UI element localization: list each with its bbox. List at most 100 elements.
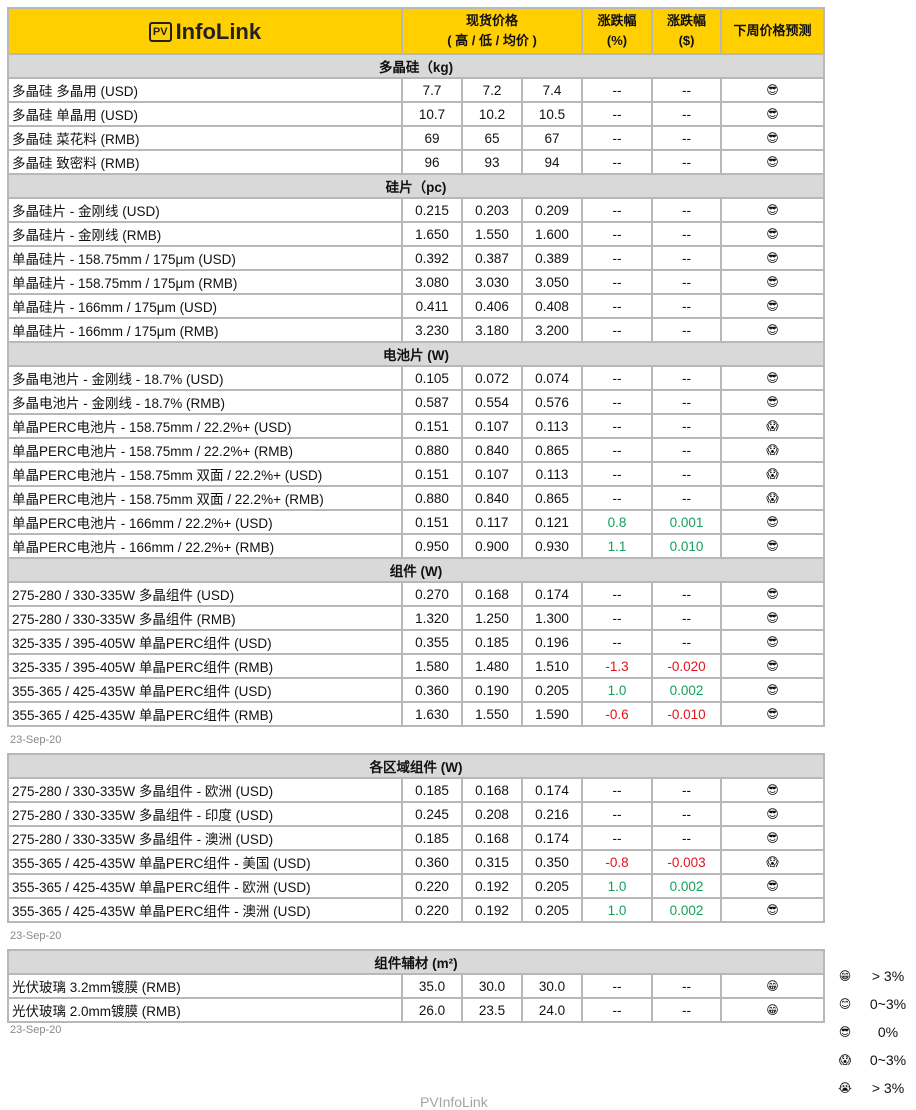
change-pct: -- bbox=[581, 197, 654, 223]
price-avg: 3.050 bbox=[520, 269, 584, 295]
table-row: 单晶硅片 - 166mm / 175μm (RMB) 3.230 3.180 3… bbox=[7, 317, 826, 343]
price-high: 0.411 bbox=[401, 293, 463, 319]
change-pct: -- bbox=[581, 245, 654, 271]
legend-item: 😁 > 3% bbox=[830, 962, 916, 990]
forecast-emoji-icon: 😎 bbox=[720, 605, 826, 631]
price-low: 65 bbox=[461, 125, 523, 151]
price-high: 0.880 bbox=[401, 437, 463, 463]
price-low: 7.2 bbox=[461, 77, 523, 103]
legend-emoji-icon: 😁 bbox=[838, 969, 852, 983]
product-name: 单晶硅片 - 158.75mm / 175μm (RMB) bbox=[7, 269, 403, 295]
price-high: 0.270 bbox=[401, 581, 463, 607]
forecast-emoji-icon: 😎 bbox=[719, 825, 826, 851]
price-low: 0.315 bbox=[461, 849, 523, 875]
change-usd: -- bbox=[651, 997, 722, 1023]
table-row: 275-280 / 330-335W 多晶组件 (USD) 0.270 0.16… bbox=[7, 581, 826, 607]
price-high: 7.7 bbox=[401, 77, 463, 103]
change-pct: -- bbox=[581, 997, 653, 1023]
forecast-emoji-icon: 😎 bbox=[719, 777, 826, 803]
forecast-emoji-icon: 😎 bbox=[720, 629, 826, 655]
table-row: 275-280 / 330-335W 多晶组件 - 欧洲 (USD) 0.185… bbox=[7, 777, 826, 803]
price-avg: 0.174 bbox=[520, 581, 584, 607]
price-high: 96 bbox=[401, 149, 463, 175]
price-avg: 0.174 bbox=[521, 777, 583, 803]
forecast-emoji-icon: 😎 bbox=[720, 653, 826, 679]
product-name: 单晶PERC电池片 - 166mm / 22.2%+ (USD) bbox=[7, 509, 403, 535]
table-row: 单晶PERC电池片 - 158.75mm / 22.2%+ (RMB) 0.88… bbox=[7, 437, 826, 463]
price-avg: 1.510 bbox=[520, 653, 584, 679]
price-low: 0.406 bbox=[461, 293, 523, 319]
table-row: 275-280 / 330-335W 多晶组件 - 印度 (USD) 0.245… bbox=[7, 801, 826, 827]
price-high: 35.0 bbox=[401, 973, 463, 999]
forecast-emoji-icon: 😎 bbox=[720, 293, 826, 319]
legend-label: 0~3% bbox=[869, 1052, 907, 1068]
section-title: 组件辅材 (m²) bbox=[6, 949, 826, 975]
price-low: 0.072 bbox=[461, 365, 523, 391]
price-low: 0.168 bbox=[461, 777, 523, 803]
change-usd: -- bbox=[651, 101, 723, 127]
price-low: 3.030 bbox=[461, 269, 523, 295]
table-row: 多晶硅片 - 金刚线 (RMB) 1.650 1.550 1.600 -- --… bbox=[7, 221, 826, 247]
price-avg: 0.865 bbox=[520, 485, 584, 511]
change-pct: 1.0 bbox=[581, 873, 653, 899]
change-usd: -- bbox=[651, 973, 722, 999]
table-row: 单晶PERC电池片 - 158.75mm 双面 / 22.2%+ (USD) 0… bbox=[7, 461, 826, 487]
price-avg: 1.300 bbox=[520, 605, 584, 631]
forecast-emoji-icon: 😎 bbox=[720, 317, 826, 343]
table-row: 光伏玻璃 3.2mm镀膜 (RMB) 35.0 30.0 30.0 -- -- … bbox=[7, 973, 826, 999]
product-name: 325-335 / 395-405W 单晶PERC组件 (USD) bbox=[7, 629, 403, 655]
price-high: 0.587 bbox=[401, 389, 463, 415]
legend-emoji-icon: 😭 bbox=[837, 1081, 853, 1095]
table-row: 多晶硅 致密料 (RMB) 96 93 94 -- -- 😎 bbox=[7, 149, 826, 175]
legend-item: 😭 > 3% bbox=[830, 1074, 916, 1102]
change-pct: -0.8 bbox=[581, 849, 653, 875]
price-high: 3.230 bbox=[401, 317, 463, 343]
change-pct: -- bbox=[581, 777, 653, 803]
product-name: 单晶PERC电池片 - 166mm / 22.2%+ (RMB) bbox=[7, 533, 403, 559]
table-row: 多晶电池片 - 金刚线 - 18.7% (USD) 0.105 0.072 0.… bbox=[7, 365, 826, 391]
forecast-emoji-icon: 😎 bbox=[719, 897, 826, 923]
forecast-emoji-icon: 😎 bbox=[719, 801, 826, 827]
product-name: 325-335 / 395-405W 单晶PERC组件 (RMB) bbox=[7, 653, 403, 679]
price-avg: 0.205 bbox=[521, 873, 583, 899]
price-avg: 7.4 bbox=[520, 77, 584, 103]
table-row: 多晶硅 单晶用 (USD) 10.7 10.2 10.5 -- -- 😎 bbox=[7, 101, 826, 127]
price-low: 0.192 bbox=[461, 873, 523, 899]
price-avg: 0.205 bbox=[520, 677, 584, 703]
price-avg: 1.600 bbox=[520, 221, 584, 247]
watermark: PVInfoLink bbox=[420, 1094, 488, 1110]
price-high: 1.650 bbox=[401, 221, 463, 247]
product-name: 355-365 / 425-435W 单晶PERC组件 - 欧洲 (USD) bbox=[7, 873, 403, 899]
table-row: 355-365 / 425-435W 单晶PERC组件 (USD) 0.360 … bbox=[7, 677, 826, 703]
change-usd: -- bbox=[651, 77, 723, 103]
legend-label: 0% bbox=[877, 1024, 899, 1040]
section-row: 电池片 (W) bbox=[6, 341, 826, 367]
price-avg: 0.074 bbox=[520, 365, 584, 391]
product-name: 单晶PERC电池片 - 158.75mm / 22.2%+ (RMB) bbox=[7, 437, 403, 463]
change-pct: -- bbox=[581, 581, 654, 607]
change-pct: 1.0 bbox=[581, 677, 654, 703]
price-low: 1.550 bbox=[461, 701, 523, 727]
table-row: 355-365 / 425-435W 单晶PERC组件 - 澳洲 (USD) 0… bbox=[7, 897, 826, 923]
product-name: 355-365 / 425-435W 单晶PERC组件 - 美国 (USD) bbox=[7, 849, 403, 875]
change-pct: -- bbox=[581, 605, 654, 631]
change-pct: -- bbox=[581, 413, 654, 439]
change-usd: -0.010 bbox=[651, 701, 723, 727]
change-usd: -- bbox=[651, 777, 722, 803]
table-row: 355-365 / 425-435W 单晶PERC组件 (RMB) 1.630 … bbox=[7, 701, 826, 727]
section-row: 组件 (W) bbox=[6, 557, 826, 583]
report-date: 23-Sep-20 bbox=[10, 930, 62, 942]
change-usd: 0.010 bbox=[651, 533, 723, 559]
price-report: PV InfoLink 现货价格( 高 / 低 / 均价 ) 涨跌幅 (%) 涨跌幅… bbox=[6, 7, 826, 1038]
forecast-emoji-icon: 😎 bbox=[720, 269, 826, 295]
change-pct: -- bbox=[581, 269, 654, 295]
price-high: 1.580 bbox=[401, 653, 463, 679]
change-usd: -0.003 bbox=[651, 849, 722, 875]
change-usd: -- bbox=[651, 269, 723, 295]
price-low: 0.192 bbox=[461, 897, 523, 923]
price-low: 0.203 bbox=[461, 197, 523, 223]
change-usd: -- bbox=[651, 389, 723, 415]
legend-emoji-icon: 😊 bbox=[838, 997, 852, 1011]
price-low: 0.168 bbox=[461, 825, 523, 851]
forecast-legend: 😁 > 3% 😊 0~3% 😎 0% 😱 0~3% 😭 > 3% bbox=[830, 962, 916, 1102]
